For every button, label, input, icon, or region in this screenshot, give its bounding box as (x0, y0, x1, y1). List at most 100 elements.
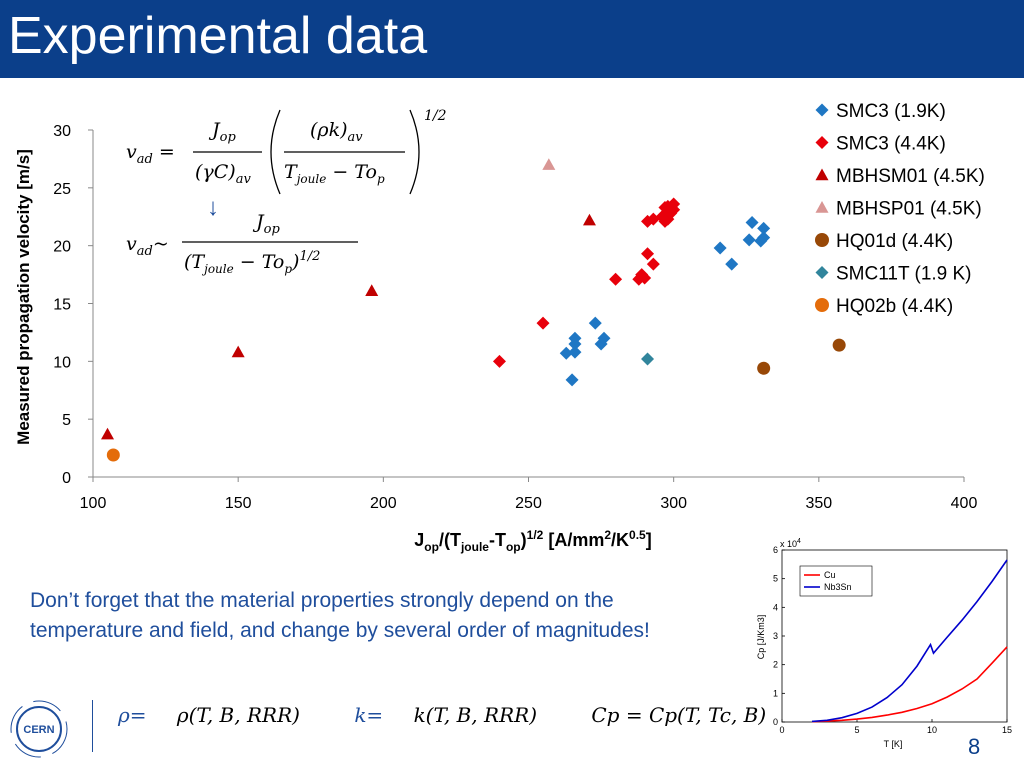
main-chart-x-label: Jop/(Tjoule-Top)1/2 [A/mm2/K0.5] (414, 528, 651, 554)
data-point (646, 257, 660, 271)
data-point (641, 247, 655, 261)
legend-marker (815, 298, 829, 312)
inset-y-label: Cp [J/Km3] (756, 615, 766, 660)
inset-legend-box (799, 565, 873, 597)
legend-label: SMC11T (1.9 K) (836, 264, 972, 285)
inset-y-tick-label: 4 (773, 602, 778, 612)
legend-marker (815, 201, 829, 213)
data-point (536, 316, 550, 330)
x-tick-label: 100 (80, 495, 107, 512)
inset-x-tick-label: 10 (927, 725, 937, 735)
main-chart-y-label: Measured propagation velocity [m/s] (14, 149, 33, 445)
legend-marker (815, 233, 829, 247)
inset-y-tick-label: 3 (773, 631, 778, 641)
main-chart-legend: SMC3 (1.9K) SMC3 (4.4K) MBHSM01 (4.5K) MBHS… (815, 101, 985, 317)
inset-legend-label: Nb3Sn (824, 582, 852, 592)
inset-y-multiplier: x 104 (780, 538, 801, 549)
data-point (638, 271, 652, 285)
svg-text:Jop: Jop (252, 211, 280, 237)
inset-chart-lines (811, 559, 1008, 723)
inset-x-label: T [K] (884, 739, 903, 749)
y-tick-label: 5 (62, 412, 71, 429)
inset-cp-chart: 0 5 10 15 0 1 2 3 4 5 6 Cu Nb3Sn x 104 T [K] Cp [J/… (756, 538, 1012, 749)
legend-label: MBHSM01 (4.5K) (836, 166, 985, 187)
data-point (757, 221, 771, 235)
rho-expression: ρ(T, B, RRR) (176, 703, 300, 727)
data-point (713, 241, 727, 255)
svg-text:1/2: 1/2 (424, 108, 447, 124)
x-tick-label: 300 (660, 495, 687, 512)
main-chart-points (101, 158, 846, 462)
data-point (745, 216, 759, 230)
data-point (582, 213, 596, 226)
inset-chart-legend: Cu Nb3Sn (799, 565, 873, 597)
page-number: 8 (968, 734, 981, 759)
data-point (667, 197, 681, 211)
legend-label: SMC3 (1.9K) (836, 101, 946, 122)
data-point (725, 257, 739, 271)
y-tick-label: 15 (53, 297, 71, 314)
inset-x-tick-label: 0 (779, 725, 784, 735)
data-point (559, 346, 573, 360)
data-point (742, 233, 756, 247)
data-point (101, 427, 115, 440)
main-scatter-chart: 100 150 200 250 300 350 400 0 5 10 15 20 25 30 SMC3 (… (14, 101, 985, 554)
data-point (365, 284, 379, 296)
svg-text:Jop: Jop (208, 119, 236, 145)
legend-marker (815, 103, 829, 117)
legend-marker (815, 136, 829, 149)
data-point (588, 316, 602, 330)
x-tick-label: 150 (225, 495, 252, 512)
inset-x-tick-label: 15 (1002, 725, 1012, 735)
cp-expression: Cp = Cp(T, Tc, B) (591, 703, 767, 727)
data-point (609, 272, 623, 286)
cern-logo: CERN (10, 700, 68, 758)
equation-approx: vad~ Jop (Tjoule − Top)1/2 (126, 211, 358, 276)
x-tick-label: 350 (805, 495, 832, 512)
equation-full: vad = Jop (γC)av (ρk)av Tjoule − Top 1/2 (126, 108, 447, 195)
data-point (641, 352, 655, 366)
logo-divider (92, 700, 93, 752)
data-point (568, 331, 582, 345)
legend-label: MBHSP01 (4.5K) (836, 199, 982, 220)
data-point (565, 373, 579, 387)
data-point (492, 354, 506, 368)
data-point (568, 345, 582, 359)
data-point (757, 361, 771, 375)
svg-text:vad =: vad = (126, 141, 175, 167)
inset-y-tick-label: 5 (773, 574, 778, 584)
y-tick-label: 10 (53, 354, 71, 371)
svg-text:CERN: CERN (23, 724, 54, 736)
x-tick-label: 400 (951, 495, 978, 512)
inset-y-tick-label: 0 (773, 717, 778, 727)
legend-label: HQ02b (4.4K) (836, 296, 953, 317)
series-line (811, 646, 1008, 723)
series-line (811, 559, 1008, 723)
legend-marker (815, 266, 829, 279)
y-tick-label: 0 (62, 470, 71, 487)
y-tick-label: 30 (53, 123, 71, 140)
svg-text:Tjoule − Top: Tjoule − Top (284, 161, 385, 186)
data-point (106, 448, 120, 462)
data-point (757, 231, 771, 245)
y-tick-label: 25 (53, 181, 71, 198)
title-bar: Experimental data (0, 0, 1024, 78)
property-dependencies: ρ= ρ(T, B, RRR) k= k(T, B, RRR) Cp = Cp(… (118, 703, 790, 727)
inset-y-tick-label: 1 (773, 688, 778, 698)
main-chart-axes: 100 150 200 250 300 350 400 0 5 10 15 20 25 30 (53, 123, 977, 512)
legend-label: SMC3 (4.4K) (836, 134, 946, 155)
slide-title: Experimental data (8, 7, 428, 65)
data-point (542, 158, 556, 170)
svg-text:(Tjoule − Top)1/2: (Tjoule − Top)1/2 (184, 249, 320, 276)
material-properties-note: Don’t forget that the material propertie… (30, 589, 650, 642)
y-tick-label: 20 (53, 239, 71, 256)
inset-x-tick-label: 5 (854, 725, 859, 735)
data-point (231, 345, 245, 358)
svg-text:(ρk)av: (ρk)av (310, 119, 363, 145)
x-tick-label: 250 (515, 495, 542, 512)
derivation-arrow: ↓ (207, 194, 219, 221)
inset-y-tick-label: 6 (773, 545, 778, 555)
svg-text:vad~: vad~ (126, 233, 169, 259)
legend-label: HQ01d (4.4K) (836, 231, 953, 252)
inset-legend-label: Cu (824, 570, 836, 580)
